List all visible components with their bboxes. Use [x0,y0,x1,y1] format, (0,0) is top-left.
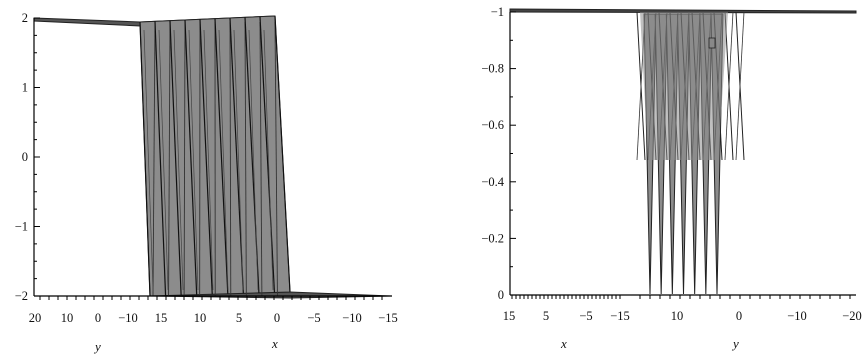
right-mesh-strand [724,11,734,161]
left-surface-plot: 210−1−2 20 10 0 −10 15 10 5 0 −5 −10 −15 y x [15,11,398,354]
right-z-tick-label: −0.6 [481,118,504,132]
left-x-axis-label: x [271,336,278,351]
left-y-tick-label: −10 [118,311,138,325]
right-z-tick-label: −0.8 [481,62,504,76]
left-y-tick-labels: 20 10 0 −10 [29,311,138,325]
right-mesh-strand [735,11,745,161]
right-z-tick-labels: −1 −0.8 −0.6 −0.4 −0.2 0 [481,5,504,302]
left-x-tick-label: −5 [307,311,320,325]
left-z-tick-label: −2 [15,289,28,303]
right-x-tick-labels: 15 5 −5 −15 [503,309,630,323]
left-mesh-diagonal [183,21,186,297]
right-x-tick-label: 15 [503,309,516,323]
left-x-tick-label: 10 [194,311,207,325]
left-x-tick-labels: 15 10 5 0 −5 −10 −15 [155,311,398,325]
left-mesh-diagonal [259,21,263,297]
left-mesh-fold [154,21,167,296]
left-x-tick-label: −15 [378,311,398,325]
left-mesh-fold [274,15,291,293]
left-x-tick-label: −10 [342,311,362,325]
left-mesh-diagonal [274,21,278,297]
left-y-axis-label: y [93,339,101,354]
right-z-tick-label: −0.2 [481,231,504,245]
left-z-tick-label: 1 [22,81,28,95]
right-mesh-notch [708,37,716,49]
right-z-tick-label: 0 [498,288,504,302]
left-mesh-diagonal [244,21,247,297]
right-mesh-fill [640,12,728,160]
left-y-tick-label: 10 [61,311,74,325]
right-y-tick-label: −20 [842,309,862,323]
left-mesh-fold [169,20,182,296]
left-mesh-diagonal [152,21,156,297]
left-mesh-diagonal [233,29,244,291]
left-mesh-diagonal [263,29,274,291]
right-x-tick-label: −15 [610,309,630,323]
left-mesh-diagonal [203,29,214,291]
left-x-tick-label: 5 [236,311,242,325]
left-mesh-diagonal [168,21,171,297]
right-y-tick-label: −10 [787,309,807,323]
left-z-tick-label: 0 [22,150,28,164]
left-mesh-diagonal [188,29,199,291]
left-mesh-diagonal [173,29,184,291]
left-y-tick-label: 20 [29,311,42,325]
right-plateau [509,8,857,14]
left-z-tick-label: 2 [22,11,28,25]
left-mesh-diagonal [229,21,232,297]
left-plot-axes [33,17,392,300]
left-x-tick-label: 0 [274,311,280,325]
left-y-tick-label: 0 [95,311,101,325]
right-y-tick-label: 0 [736,309,742,323]
left-surface-mesh [33,15,393,299]
left-x-tick-label: 15 [155,311,168,325]
right-y-axis-label: y [731,336,739,351]
right-z-tick-label: −1 [491,5,504,19]
right-surface-plot: −1 −0.8 −0.6 −0.4 −0.2 0 15 5 −5 −15 10 0 −10 −20 x… [481,5,861,351]
left-mesh-fold [214,18,229,294]
right-surface-mesh [509,8,857,295]
left-mesh-fold [199,19,213,295]
left-mesh-diagonal [158,29,169,291]
left-mesh-diagonal [248,29,259,291]
left-mesh-diagonal [143,29,154,291]
left-z-tick-labels: 2 1 0 −1 −2 [15,11,28,303]
left-mesh-fold [229,17,244,294]
right-y-tick-labels: 10 0 −10 −20 [671,309,862,323]
right-x-tick-label: −5 [579,309,592,323]
right-z-tick-label: −0.4 [481,175,504,189]
right-x-tick-label: 5 [543,309,549,323]
right-y-tick-label: 10 [671,309,684,323]
left-mesh-fold [259,16,276,293]
left-mesh-diagonal [218,29,229,291]
left-mesh-fold [139,21,151,297]
right-x-axis-label: x [560,336,567,351]
left-z-tick-label: −1 [15,220,28,234]
left-mesh-fold [184,19,198,295]
right-plot-axes [509,11,856,299]
